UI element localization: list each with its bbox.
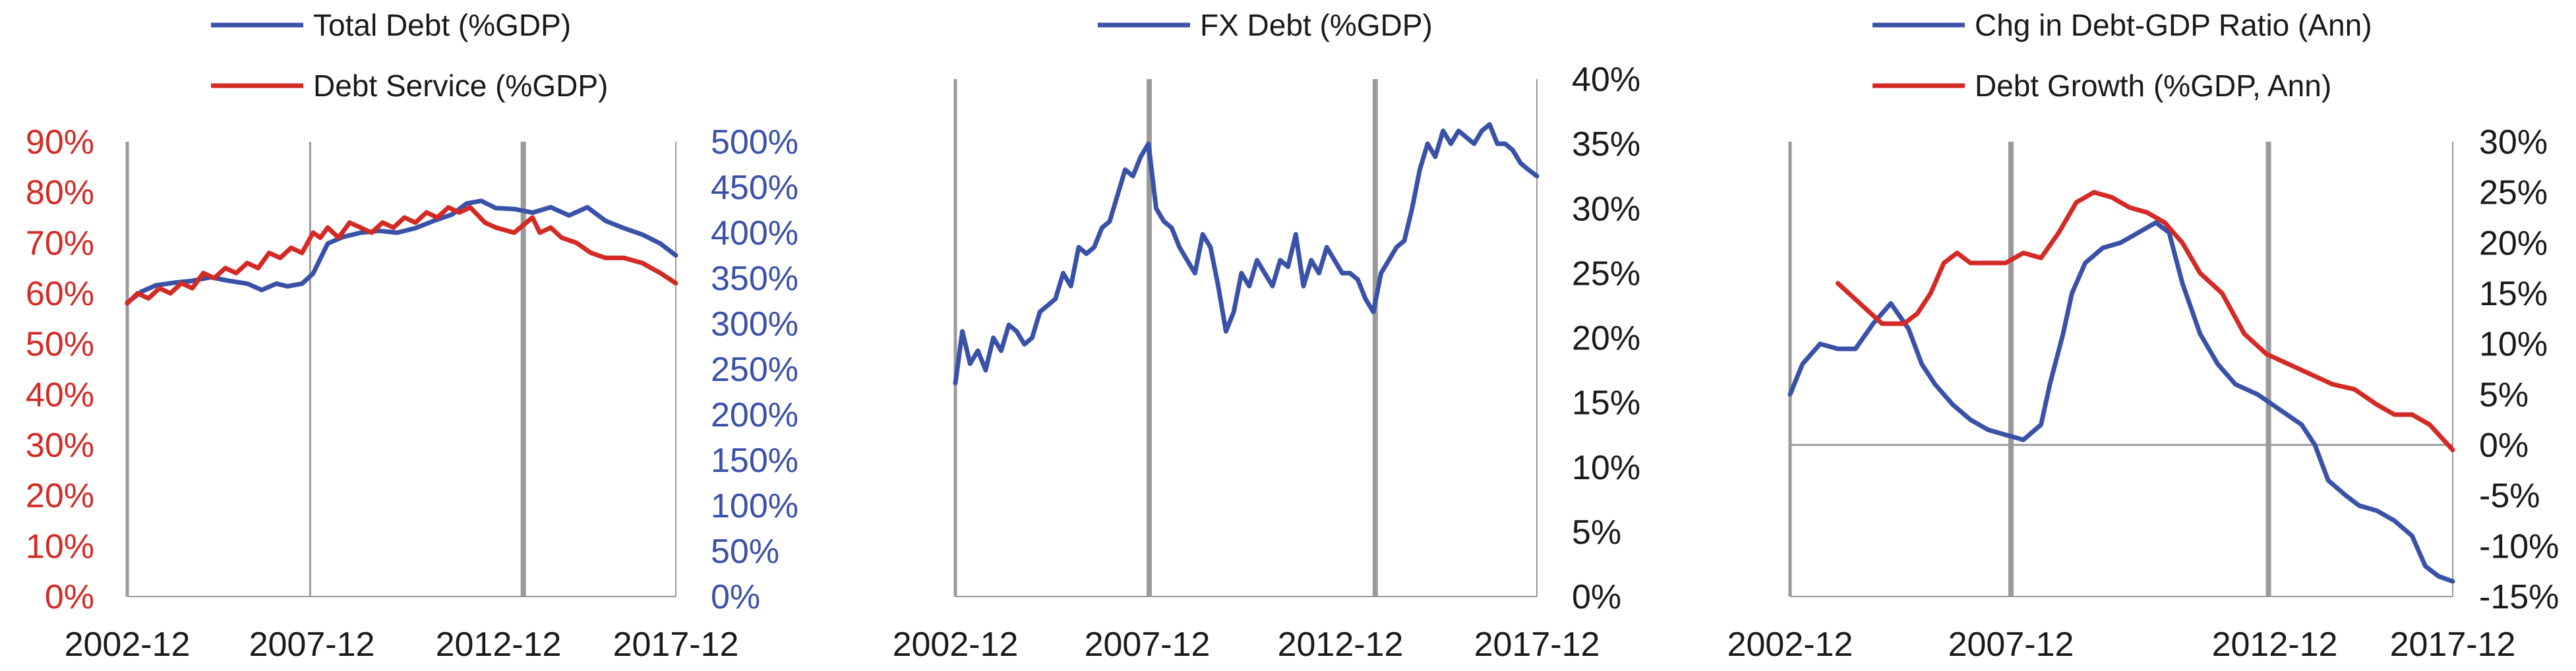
series-line-blue — [125, 198, 678, 305]
legend-label: Chg in Debt-GDP Ratio (Ann) — [1975, 8, 2372, 42]
x-tick-label: 2012-12 — [1278, 626, 1404, 664]
right-y-tick-label: 500% — [711, 123, 798, 161]
right-y-tick-label: 25% — [1572, 254, 1640, 293]
right-y-tick-label: -15% — [2479, 578, 2559, 616]
x-tick-label: 2017-12 — [613, 626, 739, 664]
right-y-tick-label: 15% — [2479, 275, 2548, 313]
right-y-tick-label: 40% — [1572, 61, 1640, 99]
left-y-tick-label: 80% — [26, 174, 94, 212]
legend-label: Debt Growth (%GDP, Ann) — [1975, 69, 2331, 103]
right-y-tick-label: 50% — [711, 533, 779, 571]
series-line-blue — [953, 122, 1540, 386]
right-y-tick-label: 30% — [1572, 190, 1640, 228]
right-y-tick-label: 5% — [2479, 376, 2529, 414]
right-y-tick-label: -10% — [2479, 527, 2559, 566]
x-tick-label: 2002-12 — [893, 626, 1019, 664]
right-y-tick-label: -5% — [2479, 477, 2540, 515]
right-y-tick-label: 200% — [711, 396, 798, 434]
series-line-red — [1835, 190, 2455, 453]
right-y-tick-label: 35% — [1572, 125, 1640, 163]
x-tick-label: 2017-12 — [1474, 626, 1600, 664]
x-tick-label: 2002-12 — [1727, 626, 1853, 664]
right-y-tick-label: 25% — [2479, 174, 2548, 212]
left-y-tick-label: 90% — [26, 123, 94, 161]
right-y-tick-label: 15% — [1572, 384, 1640, 423]
legend-label: Total Debt (%GDP) — [313, 8, 571, 42]
right-y-tick-label: 350% — [711, 260, 798, 298]
left-y-tick-label: 70% — [26, 224, 94, 262]
x-tick-label: 2007-12 — [1085, 626, 1211, 664]
series-line-blue — [1787, 220, 2455, 584]
x-tick-label: 2002-12 — [65, 626, 191, 664]
right-y-tick-label: 250% — [711, 351, 798, 389]
right-y-tick-label: 10% — [2479, 326, 2548, 364]
right-y-tick-label: 300% — [711, 305, 798, 343]
legend-label: FX Debt (%GDP) — [1200, 8, 1433, 42]
left-y-tick-label: 0% — [45, 578, 94, 616]
right-y-tick-label: 450% — [711, 169, 798, 207]
x-tick-label: 2007-12 — [1948, 626, 2074, 664]
series-line-red — [125, 205, 678, 306]
right-y-tick-label: 30% — [2479, 123, 2548, 161]
right-y-tick-label: 0% — [2479, 426, 2529, 465]
right-y-tick-label: 150% — [711, 442, 798, 480]
right-y-tick-label: 20% — [1572, 320, 1640, 358]
left-y-tick-label: 40% — [26, 376, 94, 414]
x-tick-label: 2017-12 — [2390, 626, 2516, 664]
left-y-tick-label: 30% — [26, 426, 94, 465]
x-tick-label: 2012-12 — [2212, 626, 2338, 664]
left-y-tick-label: 20% — [26, 477, 94, 515]
legend-label: Debt Service (%GDP) — [313, 69, 608, 103]
x-tick-label: 2012-12 — [436, 626, 562, 664]
left-y-tick-label: 60% — [26, 275, 94, 313]
right-y-tick-label: 100% — [711, 487, 798, 525]
right-y-tick-label: 0% — [1572, 578, 1621, 616]
x-tick-label: 2007-12 — [249, 626, 375, 664]
right-y-tick-label: 20% — [2479, 224, 2548, 262]
right-y-tick-label: 400% — [711, 214, 798, 252]
right-y-tick-label: 5% — [1572, 513, 1621, 552]
left-y-tick-label: 10% — [26, 527, 94, 566]
right-y-tick-label: 0% — [711, 578, 760, 616]
right-y-tick-label: 10% — [1572, 449, 1640, 487]
left-y-tick-label: 50% — [26, 326, 94, 364]
